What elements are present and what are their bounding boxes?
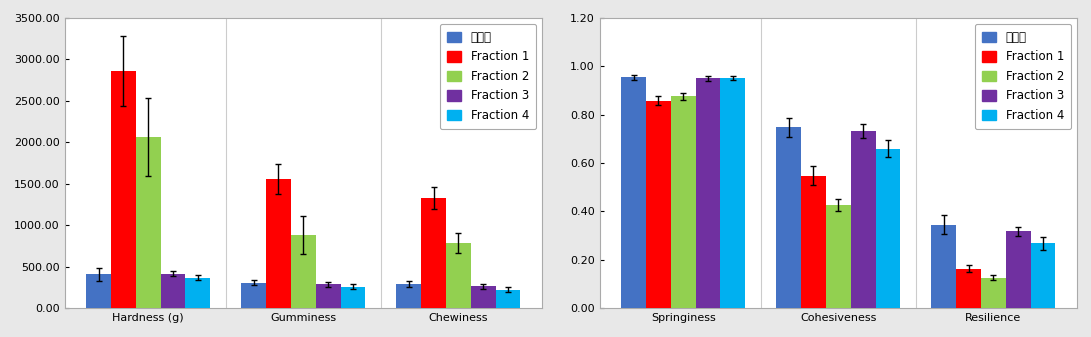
Bar — [266, 179, 291, 308]
Bar — [956, 269, 981, 308]
Bar — [446, 243, 471, 308]
Bar — [696, 79, 720, 308]
Bar — [801, 176, 826, 308]
Bar — [111, 71, 136, 308]
Bar — [621, 77, 646, 308]
Bar — [315, 284, 340, 308]
Legend: 대조구, Fraction 1, Fraction 2, Fraction 3, Fraction 4: 대조구, Fraction 1, Fraction 2, Fraction 3,… — [975, 24, 1071, 129]
Bar — [340, 287, 365, 308]
Bar — [291, 235, 315, 308]
Bar — [851, 131, 875, 308]
Bar — [875, 149, 900, 308]
Bar — [671, 96, 696, 308]
Bar — [720, 79, 745, 308]
Bar — [1031, 243, 1055, 308]
Bar — [136, 137, 160, 308]
Bar — [826, 205, 851, 308]
Bar — [421, 198, 446, 308]
Bar — [1006, 231, 1031, 308]
Bar — [241, 282, 266, 308]
Legend: 대조구, Fraction 1, Fraction 2, Fraction 3, Fraction 4: 대조구, Fraction 1, Fraction 2, Fraction 3,… — [440, 24, 536, 129]
Bar — [495, 289, 520, 308]
Bar — [981, 278, 1006, 308]
Bar — [932, 225, 956, 308]
Bar — [160, 274, 185, 308]
Bar — [396, 284, 421, 308]
Bar — [86, 274, 111, 308]
Bar — [777, 127, 801, 308]
Bar — [646, 101, 671, 308]
Bar — [185, 278, 211, 308]
Bar — [471, 286, 495, 308]
